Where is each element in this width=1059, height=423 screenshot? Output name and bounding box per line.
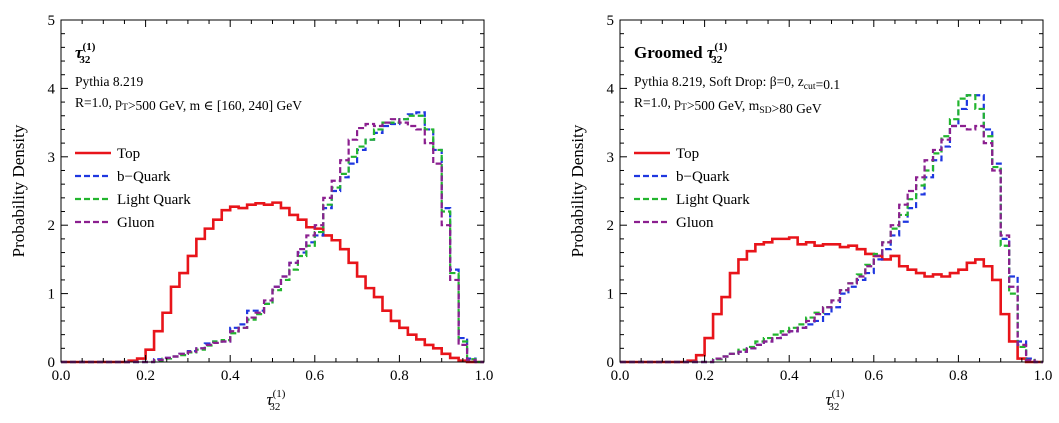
series-line-top bbox=[61, 201, 484, 364]
x-tick-label: 0.8 bbox=[949, 368, 968, 384]
y-tick-label: 5 bbox=[48, 13, 56, 29]
annotation-line: Pythia 8.219, Soft Drop: β=0, zcut=0.1 bbox=[634, 74, 840, 92]
x-tick-label: 0.2 bbox=[136, 368, 155, 384]
axis-ticks bbox=[619, 19, 1044, 363]
legend-label: Light Quark bbox=[676, 192, 750, 208]
x-axis-label: τ(1) 32 bbox=[267, 388, 286, 413]
y-axis-label: Probability Density bbox=[568, 124, 587, 257]
chart-title: τ(1) 32 bbox=[75, 41, 96, 66]
plot-frame bbox=[60, 19, 485, 363]
y-tick-label: 3 bbox=[607, 150, 615, 166]
x-tick-label: 0.4 bbox=[221, 368, 240, 384]
y-tick-label: 4 bbox=[607, 81, 615, 97]
y-tick-label: 3 bbox=[48, 150, 56, 166]
x-tick-label: 0.6 bbox=[864, 368, 883, 384]
y-tick-label: 1 bbox=[607, 287, 615, 303]
y-tick-label: 2 bbox=[607, 218, 615, 234]
legend-label: Top bbox=[117, 146, 140, 162]
series-line-top bbox=[620, 236, 1043, 364]
y-tick-label: 2 bbox=[48, 218, 56, 234]
axis-ticks bbox=[60, 19, 485, 363]
x-tick-label: 1.0 bbox=[1034, 368, 1053, 384]
series-line-gluon bbox=[61, 118, 484, 364]
annotation-line: Pythia 8.219 bbox=[75, 74, 144, 89]
x-tick-label: 0.4 bbox=[780, 368, 799, 384]
y-tick-label: 1 bbox=[48, 287, 56, 303]
x-tick-label: 0.6 bbox=[305, 368, 324, 384]
legend-label: Gluon bbox=[676, 215, 714, 231]
legend-label: Light Quark bbox=[117, 192, 191, 208]
chart-panel-left: 0.0 0.2 0.4 0.6 0.8 1.0 0 1 2 3 4 5 Probability Dens… bbox=[9, 13, 493, 413]
legend-label: b−Quark bbox=[117, 169, 171, 185]
series-line-gluon bbox=[620, 124, 1043, 364]
series-group bbox=[620, 94, 1043, 364]
chart-panel-right: 0.0 0.2 0.4 0.6 0.8 1.0 0 1 2 3 4 5 Probability Dens… bbox=[568, 13, 1052, 413]
x-tick-label: 1.0 bbox=[475, 368, 494, 384]
y-axis-label: Probability Density bbox=[9, 124, 28, 257]
y-tick-label: 5 bbox=[607, 13, 615, 29]
legend-label: b−Quark bbox=[676, 169, 730, 185]
x-tick-label: 0.0 bbox=[611, 368, 630, 384]
x-tick-label: 0.0 bbox=[52, 368, 71, 384]
annotation-line: R=1.0, pT>500 GeV, mSD>80 GeV bbox=[634, 95, 822, 116]
x-axis-label: τ(1) 32 bbox=[826, 388, 845, 413]
annotation-line: R=1.0, pT>500 GeV, m ∈ [160, 240] GeV bbox=[75, 95, 302, 113]
x-tick-label: 0.8 bbox=[390, 368, 409, 384]
y-tick-label: 4 bbox=[48, 81, 56, 97]
y-tick-label: 0 bbox=[48, 355, 56, 371]
legend-label: Gluon bbox=[117, 215, 155, 231]
legend: Top b−Quark Light Quark Gluon bbox=[75, 146, 191, 231]
y-tick-label: 0 bbox=[607, 355, 615, 371]
legend-label: Top bbox=[676, 146, 699, 162]
x-tick-label: 0.2 bbox=[695, 368, 714, 384]
chart-title: Groomed τ(1) 32 bbox=[634, 41, 728, 66]
legend: Top b−Quark Light Quark Gluon bbox=[634, 146, 750, 231]
